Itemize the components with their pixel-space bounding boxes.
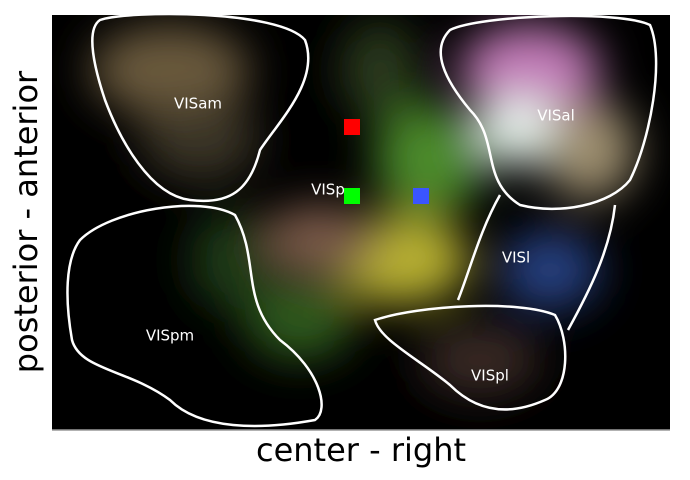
marker — [344, 119, 360, 135]
region-label: VISp — [311, 181, 345, 199]
region-label: VISpm — [146, 327, 194, 345]
marker — [413, 188, 429, 204]
region-label: VISam — [174, 95, 222, 113]
region-label: VISpl — [471, 367, 509, 385]
marker — [344, 188, 360, 204]
outlines — [66, 12, 658, 428]
outline — [566, 204, 617, 331]
x-axis-label: center - right — [256, 431, 466, 469]
outline — [439, 14, 658, 211]
outline — [66, 204, 323, 428]
region-label: VISal — [537, 107, 575, 125]
outline — [456, 194, 502, 301]
region-label: VISl — [502, 249, 530, 267]
outline — [91, 12, 310, 203]
activity-map — [52, 15, 670, 430]
outline — [373, 304, 567, 411]
y-axis-label: posterior - anterior — [7, 70, 45, 373]
